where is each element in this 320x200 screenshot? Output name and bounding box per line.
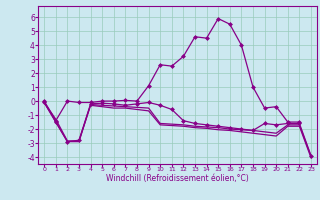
X-axis label: Windchill (Refroidissement éolien,°C): Windchill (Refroidissement éolien,°C): [106, 174, 249, 183]
